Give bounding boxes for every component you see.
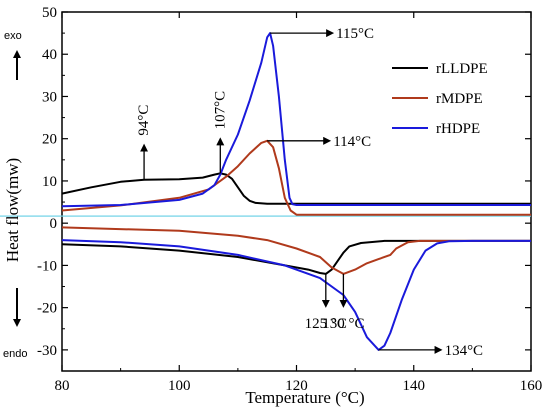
annotation-label: 114°C: [333, 134, 371, 150]
plot-area: 80 100 120 140 160 -30 -20 -10 0 10 20 30 40 50: [0, 5, 542, 394]
series-line-rhdpe-crystallization: [61, 32, 531, 208]
legend-label-rlldpe: rLLDPE: [436, 61, 488, 77]
y-tick-label: 10: [42, 174, 57, 190]
y-tick-label: 40: [42, 47, 57, 63]
legend: rLLDPE rMDPE rHDPE: [392, 61, 488, 137]
annotation-label: 134°C: [445, 343, 484, 359]
exo-indicator: exo: [4, 30, 22, 80]
endo-indicator: endo: [3, 288, 27, 360]
x-tick-label: 140: [403, 378, 426, 394]
y-axis-title: Heat flow(mw): [3, 158, 22, 262]
annotation-label: 115°C: [336, 26, 374, 42]
y-tick-label: -20: [37, 301, 57, 317]
series-line-rlldpe-melting: [61, 239, 531, 275]
legend-label-rmdpe: rMDPE: [436, 91, 483, 107]
y-tick-label: -30: [37, 343, 57, 359]
x-tick-label: 80: [55, 378, 70, 394]
legend-label-rhdpe: rHDPE: [436, 121, 480, 137]
y-tick-label: 30: [42, 89, 57, 105]
series-line-rlldpe-crystallization: [61, 172, 531, 205]
series-line-rmdpe-melting: [61, 226, 531, 275]
curves: [61, 32, 531, 351]
annotation-label: 125 °C: [305, 316, 347, 332]
series-line-rmdpe-crystallization: [61, 139, 531, 216]
series-line-rhdpe-melting: [61, 239, 531, 351]
annotation-label: 94°C: [136, 105, 152, 136]
x-axis-title: Temperature (°C): [245, 388, 364, 407]
y-tick-label: 20: [42, 132, 57, 148]
exo-label: exo: [4, 30, 22, 42]
x-tick-label: 100: [168, 378, 191, 394]
annotation-label: 130 °C: [322, 316, 364, 332]
y-tick-label: -10: [37, 258, 57, 274]
y-tick-label: 0: [50, 216, 58, 232]
endo-label: endo: [3, 348, 27, 360]
x-tick-label: 120: [285, 378, 308, 394]
annotation-label: 107°C: [212, 91, 228, 130]
y-tick-label: 50: [42, 5, 57, 21]
x-tick-label: 160: [520, 378, 543, 394]
